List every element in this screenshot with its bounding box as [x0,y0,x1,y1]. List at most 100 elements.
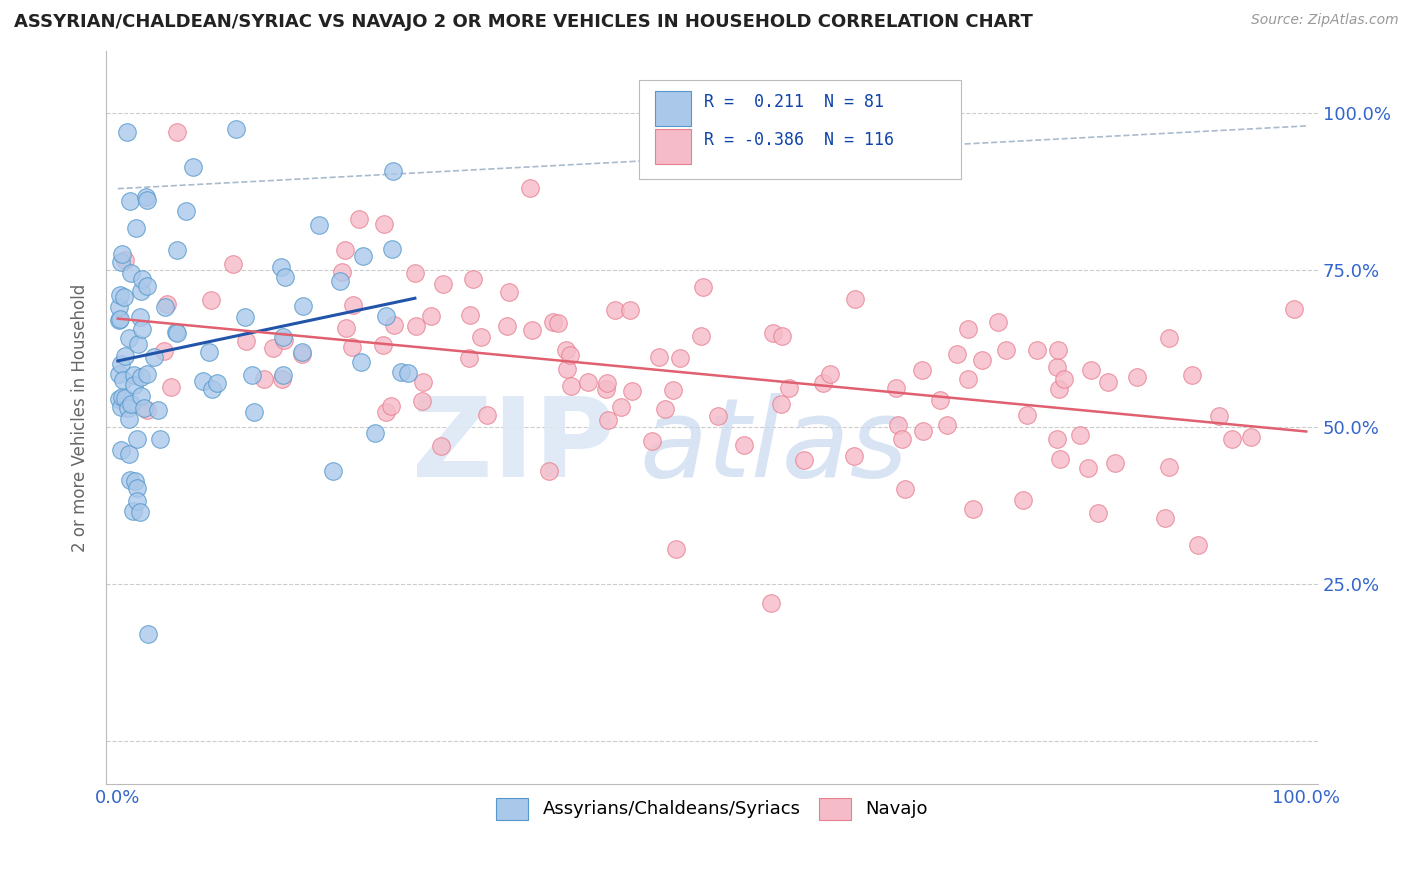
Point [118,447,141,461]
Point [382,318,405,332]
Point [641,434,664,449]
Text: ZIP: ZIP [412,393,614,500]
Point [291,347,314,361]
Point [117,125,139,139]
Point [844,292,866,306]
Point [380,399,402,413]
Point [432,277,454,291]
Point [122,368,145,382]
Point [1069,428,1091,442]
Point [225,121,247,136]
Point [122,378,145,392]
Point [970,353,993,368]
Point [411,394,433,409]
Point [135,190,157,204]
Point [118,331,141,345]
Point [884,380,907,394]
Point [274,269,297,284]
Point [156,297,179,311]
Point [291,345,314,359]
Point [1104,456,1126,470]
Point [364,425,387,440]
Point [110,401,132,415]
Point [308,219,330,233]
Point [117,401,139,415]
Point [374,405,396,419]
Point [124,474,146,488]
Point [262,341,284,355]
Point [541,315,564,329]
Text: Source: ZipAtlas.com: Source: ZipAtlas.com [1251,13,1399,28]
Point [419,310,441,324]
Point [121,504,143,518]
Point [603,302,626,317]
Point [1157,460,1180,475]
Point [342,298,364,312]
Text: ASSYRIAN/CHALDEAN/SYRIAC VS NAVAJO 2 OR MORE VEHICLES IN HOUSEHOLD CORRELATION C: ASSYRIAN/CHALDEAN/SYRIAC VS NAVAJO 2 OR … [14,13,1033,31]
FancyBboxPatch shape [655,91,692,127]
Point [166,125,188,139]
Point [128,506,150,520]
Point [621,384,644,399]
Point [1015,408,1038,422]
Point [1240,430,1263,444]
Point [292,299,315,313]
Point [555,343,578,358]
Point [125,494,148,508]
Point [405,266,427,280]
Point [665,542,688,557]
Point [120,473,142,487]
Point [762,326,785,340]
Point [125,221,148,235]
Point [329,274,352,288]
Point [166,326,188,341]
Point [108,288,131,302]
Point [498,285,520,300]
Point [114,392,136,406]
Point [129,370,152,384]
Point [475,409,498,423]
Point [273,333,295,347]
Point [373,217,395,231]
Point [160,380,183,394]
Point [430,439,453,453]
Point [132,401,155,416]
Point [470,329,492,343]
Point [911,363,934,377]
Point [108,312,131,326]
Point [1046,359,1069,374]
Point [547,316,569,330]
Point [887,418,910,433]
Point [135,367,157,381]
Point [136,626,159,640]
Point [129,284,152,298]
Point [389,365,412,379]
Point [235,334,257,348]
Point [1154,510,1177,524]
Point [350,354,373,368]
Point [120,266,142,280]
Point [200,293,222,307]
Point [1220,432,1243,446]
Point [770,397,793,411]
Point [994,343,1017,358]
Point [957,322,980,336]
Point [928,392,950,407]
Point [118,412,141,426]
Point [332,264,354,278]
Point [131,322,153,336]
Point [108,313,131,327]
Point [201,383,224,397]
Point [894,482,917,496]
Point [143,350,166,364]
Text: R =  0.211  N = 81: R = 0.211 N = 81 [703,93,883,111]
Point [662,383,685,397]
Point [1077,461,1099,475]
Point [813,376,835,390]
Point [522,323,544,337]
FancyBboxPatch shape [655,129,692,164]
Point [596,413,619,427]
Point [654,402,676,417]
Point [946,347,969,361]
Point [114,349,136,363]
